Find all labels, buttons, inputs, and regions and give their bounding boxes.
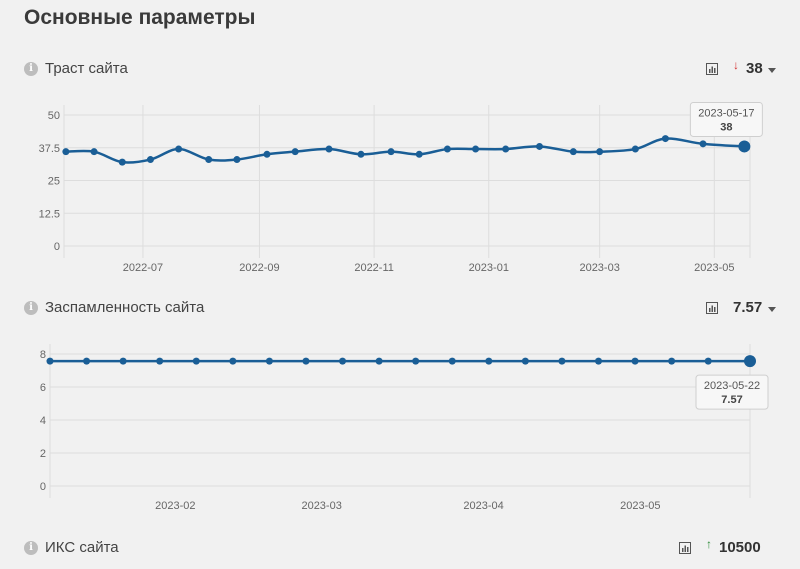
tooltip-box [695,374,769,410]
x-tick-label: 2023-02 [155,500,195,512]
data-point[interactable] [83,357,91,365]
dropdown-caret-icon[interactable] [768,68,776,73]
metric-iks-label: ИКС сайта [45,539,119,556]
data-point[interactable] [302,357,310,365]
data-point[interactable] [472,145,480,153]
data-point[interactable] [699,140,707,148]
data-point[interactable] [485,357,493,365]
active-data-point[interactable] [738,140,751,153]
metric-spam-label: Заспамленность сайта [45,299,205,316]
info-icon[interactable]: i [24,62,38,76]
data-point[interactable] [325,145,333,153]
data-point[interactable] [558,357,566,365]
y-tick-label: 0 [54,241,60,253]
data-point[interactable] [443,145,451,153]
metric-trust-value: 38 [746,60,763,77]
data-point[interactable] [595,357,603,365]
data-point[interactable] [265,357,273,365]
data-point[interactable] [387,148,395,156]
data-point[interactable] [412,357,420,365]
metric-iks-header: i ИКС сайта ↑ 10500 [24,537,776,561]
data-point[interactable] [90,148,98,156]
tooltip-date: 2023-05-22 [704,380,760,392]
x-tick-label: 2023-01 [469,262,509,274]
y-tick-label: 2 [40,448,46,460]
metric-spam-header: i Заспамленность сайта 7.57 [24,297,776,321]
data-point[interactable] [192,357,200,365]
data-point[interactable] [357,150,365,158]
data-point[interactable] [291,148,299,156]
data-point[interactable] [631,357,639,365]
trend-up-icon: ↑ [706,537,712,551]
data-point[interactable] [569,148,577,156]
metric-spam-value: 7.57 [733,299,763,316]
data-point[interactable] [502,145,510,153]
data-point[interactable] [375,357,383,365]
y-tick-label: 4 [40,415,46,427]
info-icon[interactable]: i [24,541,38,555]
data-point[interactable] [339,357,347,365]
y-tick-label: 50 [48,110,60,122]
bar-chart-icon[interactable] [706,302,718,314]
data-point[interactable] [118,158,126,166]
page-title: Основные параметры [24,6,256,29]
trend-down-icon: ↓ [733,58,739,72]
metric-trust-label: Траст сайта [45,60,128,77]
series-line [65,137,745,164]
x-tick-label: 2023-03 [301,500,341,512]
x-tick-label: 2023-04 [463,500,503,512]
data-point[interactable] [521,357,529,365]
y-tick-label: 6 [40,382,46,394]
y-tick-label: 12.5 [39,208,60,220]
bar-chart-icon[interactable] [679,542,691,554]
data-point[interactable] [631,145,639,153]
tooltip-box [689,101,763,137]
data-point[interactable] [233,156,241,164]
tooltip-value: 7.57 [721,394,742,406]
data-point[interactable] [415,150,423,158]
spam-chart: 0 2 4 6 8 2023-02 2023-03 2023-04 2023-05 2023-05… [40,344,769,512]
y-tick-label: 25 [48,176,60,188]
data-point[interactable] [229,357,237,365]
tooltip-value: 38 [720,121,732,133]
tooltip-date: 2023-05-17 [698,107,754,119]
metric-trust-header: i Траст сайта ↓ 38 [24,58,776,82]
x-tick-label: 2023-03 [579,262,619,274]
dropdown-caret-icon[interactable] [768,307,776,312]
y-tick-label: 8 [40,349,46,361]
data-point[interactable] [146,156,154,164]
data-point[interactable] [704,357,712,365]
data-point[interactable] [205,156,213,164]
y-tick-label: 0 [40,481,46,493]
data-point[interactable] [668,357,676,365]
active-data-point[interactable] [744,355,756,368]
data-point[interactable] [156,357,164,365]
y-tick-label: 37.5 [39,143,60,155]
bar-chart-icon[interactable] [706,63,718,75]
data-point[interactable] [119,357,127,365]
data-point[interactable] [175,145,183,153]
data-point[interactable] [448,357,456,365]
metric-iks-value: 10500 [719,539,761,556]
x-tick-label: 2023-05 [620,500,660,512]
x-tick-label: 2022-09 [239,262,279,274]
x-tick-label: 2023-05 [694,262,734,274]
info-icon[interactable]: i [24,301,38,315]
data-point[interactable] [263,150,271,158]
x-tick-label: 2022-11 [354,262,394,274]
data-point[interactable] [62,148,70,156]
data-point[interactable] [596,148,604,156]
data-point[interactable] [536,142,544,150]
data-point[interactable] [661,135,669,143]
x-tick-label: 2022-07 [123,262,163,274]
trust-chart: 0 12.5 25 37.5 50 2022-07 2022-09 2022-11 2023-0… [39,101,763,274]
data-point[interactable] [46,357,54,365]
